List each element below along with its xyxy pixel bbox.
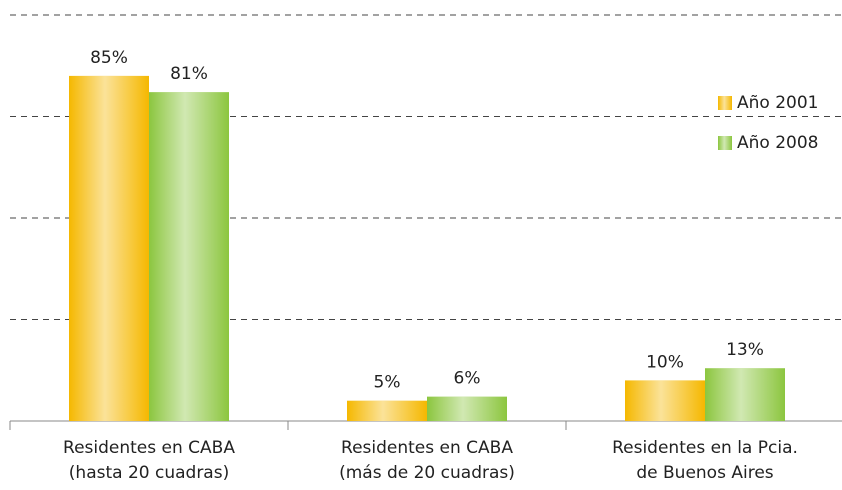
- bar-sheen: [347, 400, 427, 421]
- data-label: 5%: [374, 373, 401, 393]
- bar-sheen: [69, 75, 149, 422]
- x-tick-label: Residentes en CABA (hasta 20 cuadras): [63, 438, 235, 483]
- legend-swatch-sheen: [718, 96, 732, 110]
- bar-sheen: [427, 396, 507, 421]
- data-label: 13%: [726, 340, 764, 360]
- data-label: 85%: [90, 48, 128, 68]
- data-label: 10%: [646, 352, 684, 372]
- legend-label: Año 2008: [737, 133, 818, 153]
- bar-sheen: [705, 368, 785, 421]
- legend-label: Año 2001: [737, 93, 818, 113]
- bar-sheen: [149, 92, 229, 421]
- data-label: 81%: [170, 64, 208, 84]
- legend-swatch-sheen: [718, 136, 732, 150]
- x-tick-label: Residentes en la Pcia. de Buenos Aires: [612, 438, 798, 483]
- data-label: 6%: [454, 369, 481, 389]
- x-tick-label: Residentes en CABA (más de 20 cuadras): [339, 438, 515, 483]
- bar-sheen: [625, 380, 705, 421]
